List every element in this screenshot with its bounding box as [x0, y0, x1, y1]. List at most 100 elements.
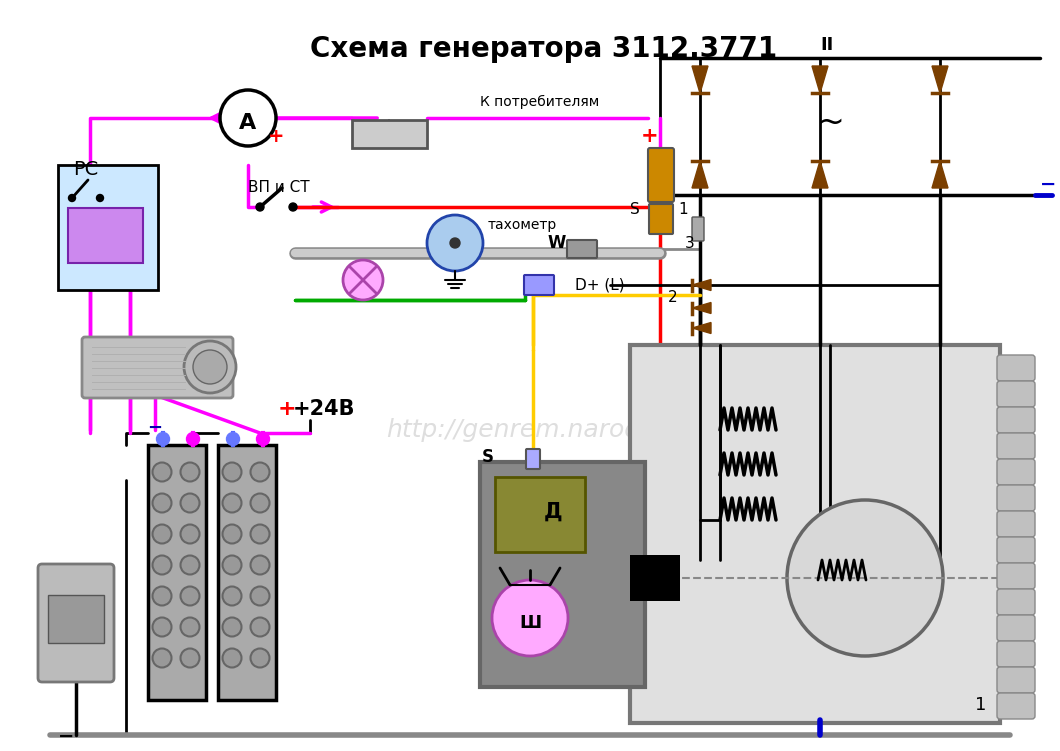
FancyBboxPatch shape: [997, 667, 1035, 693]
Circle shape: [257, 203, 264, 211]
Circle shape: [157, 433, 170, 445]
FancyBboxPatch shape: [352, 120, 427, 148]
Text: ВП и СТ: ВП и СТ: [248, 180, 310, 195]
Circle shape: [223, 493, 242, 512]
FancyBboxPatch shape: [997, 511, 1035, 537]
Polygon shape: [932, 161, 948, 188]
Circle shape: [153, 493, 172, 512]
Text: D+ (L): D+ (L): [575, 278, 624, 292]
Circle shape: [223, 463, 242, 481]
FancyBboxPatch shape: [997, 693, 1035, 719]
Polygon shape: [932, 66, 948, 93]
FancyBboxPatch shape: [997, 433, 1035, 459]
FancyBboxPatch shape: [997, 407, 1035, 433]
Circle shape: [289, 203, 297, 211]
Circle shape: [250, 463, 269, 481]
Text: ~: ~: [816, 106, 844, 139]
FancyBboxPatch shape: [524, 275, 554, 295]
Circle shape: [184, 341, 236, 393]
Circle shape: [153, 556, 172, 575]
Text: S: S: [630, 202, 640, 217]
Circle shape: [223, 587, 242, 605]
Polygon shape: [692, 279, 711, 291]
Text: W: W: [547, 234, 565, 252]
Circle shape: [227, 433, 240, 445]
Circle shape: [180, 587, 199, 605]
Text: +: +: [268, 127, 284, 146]
Text: −: −: [147, 419, 162, 437]
Circle shape: [250, 556, 269, 575]
FancyBboxPatch shape: [48, 595, 104, 643]
Text: 1: 1: [975, 696, 987, 714]
Text: 3: 3: [685, 236, 694, 251]
Circle shape: [450, 238, 460, 248]
Polygon shape: [692, 303, 711, 313]
Polygon shape: [812, 66, 828, 93]
Circle shape: [223, 524, 242, 544]
Circle shape: [180, 493, 199, 512]
Polygon shape: [692, 66, 708, 93]
FancyBboxPatch shape: [567, 240, 597, 258]
Circle shape: [180, 617, 199, 637]
Circle shape: [180, 463, 199, 481]
Circle shape: [153, 587, 172, 605]
Circle shape: [427, 215, 483, 271]
Circle shape: [492, 580, 568, 656]
Circle shape: [69, 195, 75, 201]
Circle shape: [180, 649, 199, 668]
FancyBboxPatch shape: [649, 204, 673, 234]
Text: Д: Д: [544, 502, 562, 522]
Circle shape: [250, 587, 269, 605]
Circle shape: [223, 617, 242, 637]
FancyBboxPatch shape: [997, 355, 1035, 381]
Circle shape: [153, 524, 172, 544]
Text: Ш: Ш: [519, 614, 541, 632]
Polygon shape: [692, 322, 711, 333]
Text: тахометр: тахометр: [488, 218, 558, 232]
Circle shape: [220, 90, 276, 146]
FancyBboxPatch shape: [82, 337, 233, 398]
FancyBboxPatch shape: [68, 208, 143, 263]
FancyBboxPatch shape: [38, 564, 114, 682]
FancyBboxPatch shape: [997, 537, 1035, 563]
Text: +: +: [278, 399, 297, 419]
Circle shape: [257, 433, 269, 445]
Circle shape: [193, 350, 227, 384]
Circle shape: [187, 433, 199, 445]
FancyBboxPatch shape: [997, 563, 1035, 589]
FancyBboxPatch shape: [630, 555, 681, 601]
Text: +: +: [641, 126, 658, 146]
FancyBboxPatch shape: [997, 641, 1035, 667]
Text: −: −: [58, 727, 74, 746]
Text: S: S: [482, 448, 494, 466]
FancyBboxPatch shape: [148, 445, 206, 700]
Circle shape: [250, 617, 269, 637]
Circle shape: [223, 649, 242, 668]
FancyBboxPatch shape: [692, 217, 704, 241]
Polygon shape: [692, 161, 708, 188]
Text: −: −: [1040, 175, 1057, 194]
Circle shape: [250, 524, 269, 544]
Text: http://genrem.narod.ru: http://genrem.narod.ru: [386, 418, 674, 442]
Circle shape: [96, 195, 104, 201]
Circle shape: [343, 260, 383, 300]
FancyBboxPatch shape: [630, 345, 1000, 723]
Text: 2: 2: [668, 290, 677, 305]
FancyBboxPatch shape: [495, 477, 585, 552]
Circle shape: [223, 556, 242, 575]
Polygon shape: [812, 161, 828, 188]
FancyBboxPatch shape: [648, 148, 674, 202]
FancyBboxPatch shape: [997, 459, 1035, 485]
FancyBboxPatch shape: [997, 615, 1035, 641]
Circle shape: [250, 493, 269, 512]
Circle shape: [153, 617, 172, 637]
FancyBboxPatch shape: [997, 381, 1035, 407]
Text: Схема генератора 3112.3771: Схема генератора 3112.3771: [310, 35, 777, 63]
FancyBboxPatch shape: [58, 165, 158, 290]
FancyBboxPatch shape: [218, 445, 276, 700]
Circle shape: [787, 500, 943, 656]
Circle shape: [153, 649, 172, 668]
FancyBboxPatch shape: [997, 589, 1035, 615]
Text: +24В: +24В: [293, 399, 355, 419]
FancyBboxPatch shape: [526, 449, 540, 469]
